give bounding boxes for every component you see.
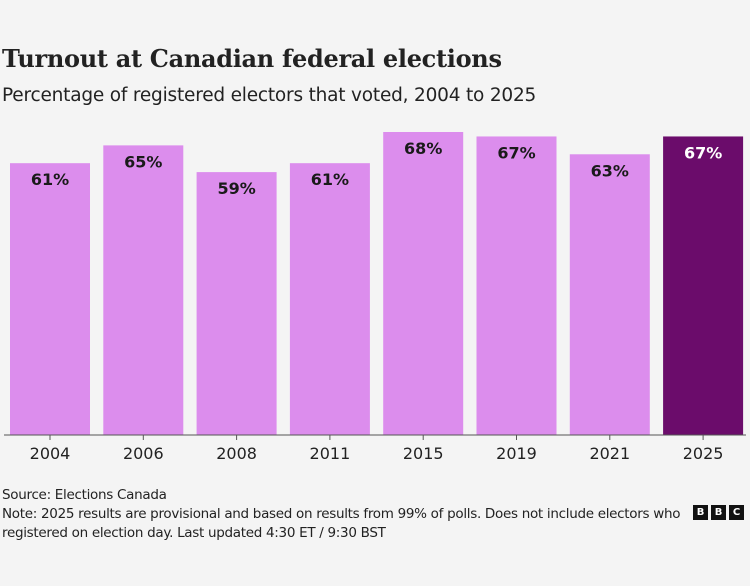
logo-letter: C <box>729 505 744 520</box>
data-labels-group: 61% 65% 59% 61% 68% 67% 63% 67% <box>31 139 722 198</box>
x-ticks-group: 2004 2006 2008 2011 2015 2019 2021 2025 <box>30 435 724 463</box>
x-tick-label-2019: 2019 <box>496 444 537 463</box>
bar-2021 <box>569 154 650 435</box>
data-label-2004: 61% <box>31 170 69 189</box>
bars-group <box>10 132 744 436</box>
bar-2015 <box>383 132 464 435</box>
note-text: Note: 2025 results are provisional and b… <box>2 506 681 541</box>
source-text: Source: Elections Canada <box>2 487 167 503</box>
data-label-2019: 67% <box>497 143 535 162</box>
x-tick-label-2008: 2008 <box>216 444 257 463</box>
bar-2008 <box>196 172 277 435</box>
x-tick-label-2025: 2025 <box>683 444 724 463</box>
data-label-2021: 63% <box>591 161 629 180</box>
x-tick-label-2004: 2004 <box>30 444 71 463</box>
bar-2025 <box>663 136 744 436</box>
bar-2019 <box>476 136 557 436</box>
chart-title: Turnout at Canadian federal elections <box>2 44 502 73</box>
x-tick-label-2011: 2011 <box>310 444 351 463</box>
data-label-2025: 67% <box>684 143 722 162</box>
data-label-2011: 61% <box>311 170 349 189</box>
bar-2006 <box>103 145 184 435</box>
logo-letter: B <box>711 505 726 520</box>
bar-chart: 61% 65% 59% 61% 68% 67% 63% 67% 2004 2006 2008 201… <box>4 132 746 463</box>
data-label-2008: 59% <box>217 179 255 198</box>
logo-letter: B <box>693 505 708 520</box>
x-tick-label-2021: 2021 <box>589 444 630 463</box>
bar-2004 <box>10 163 90 436</box>
bar-2011 <box>289 163 370 436</box>
data-label-2015: 68% <box>404 139 442 158</box>
chart-subtitle: Percentage of registered electors that v… <box>2 85 537 106</box>
data-label-2006: 65% <box>124 152 162 171</box>
x-tick-label-2015: 2015 <box>403 444 444 463</box>
bbc-logo: B B C <box>693 505 744 520</box>
x-tick-label-2006: 2006 <box>123 444 164 463</box>
